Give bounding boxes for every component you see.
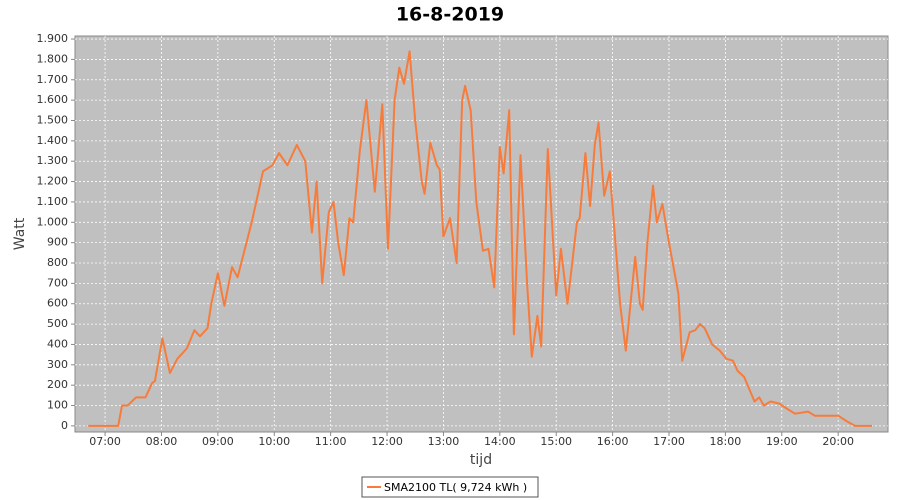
x-tick-label: 12:00 [371,435,403,448]
y-tick-label: 1.600 [37,93,69,106]
y-tick-label: 1.100 [37,195,69,208]
y-tick-label: 100 [47,399,68,412]
y-tick-label: 1.400 [37,134,69,147]
legend-label: SMA2100 TL( 9,724 kWh ) [384,481,527,494]
x-tick-label: 11:00 [315,435,347,448]
x-tick-label: 16:00 [597,435,629,448]
y-tick-label: 700 [47,276,68,289]
y-tick-label: 1.800 [37,52,69,65]
y-tick-label: 0 [61,419,68,432]
x-tick-label: 07:00 [89,435,121,448]
y-tick-label: 1.900 [37,32,69,45]
x-axis-label: tijd [470,452,492,468]
x-tick-label: 08:00 [146,435,178,448]
x-tick-label: 09:00 [202,435,234,448]
y-tick-label: 1.000 [37,215,69,228]
y-tick-label: 800 [47,256,68,269]
y-tick-label: 900 [47,236,68,249]
x-tick-label: 18:00 [710,435,742,448]
x-tick-label: 19:00 [766,435,798,448]
x-tick-label: 15:00 [540,435,572,448]
y-tick-label: 600 [47,297,68,310]
y-tick-label: 200 [47,378,68,391]
x-tick-label: 20:00 [822,435,854,448]
y-axis-label: Watt [12,217,28,250]
y-tick-label: 400 [47,337,68,350]
y-tick-label: 1.500 [37,113,69,126]
y-tick-label: 1.300 [37,154,69,167]
x-tick-label: 13:00 [428,435,460,448]
chart-title: 16-8-2019 [396,4,504,26]
legend-box [361,476,539,498]
y-tick-label: 300 [47,358,68,371]
y-tick-label: 1.700 [37,73,69,86]
x-tick-label: 14:00 [484,435,516,448]
y-tick-label: 500 [47,317,68,330]
x-tick-label: 17:00 [653,435,685,448]
series-line [88,50,872,427]
x-tick-label: 10:00 [258,435,290,448]
y-tick-label: 1.200 [37,175,69,188]
